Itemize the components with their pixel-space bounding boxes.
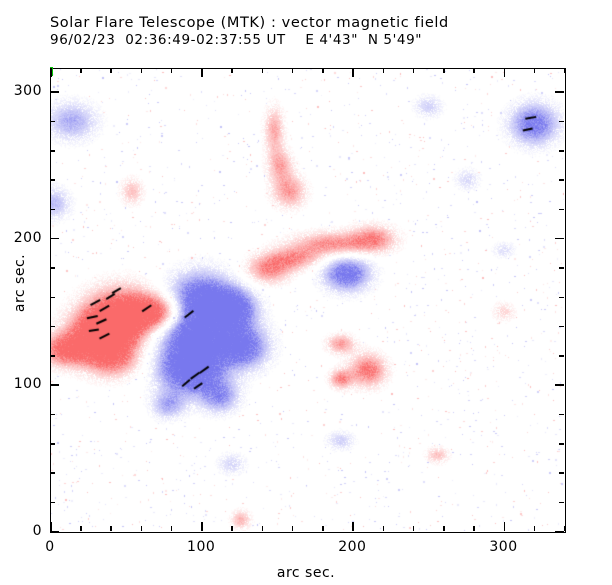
axis-tick — [559, 413, 564, 416]
axis-tick — [473, 526, 475, 531]
axis-tick — [50, 296, 55, 299]
axis-tick — [291, 68, 294, 73]
axis-tick — [559, 267, 564, 269]
x-axis-tick-label: 200 — [338, 539, 367, 555]
axis-tick — [50, 267, 55, 269]
x-axis-tick-label: 0 — [45, 539, 55, 555]
axis-tick — [50, 355, 55, 357]
axis-tick — [201, 522, 203, 531]
axis-tick — [140, 68, 143, 73]
axis-tick — [291, 526, 294, 531]
axis-tick — [110, 68, 112, 73]
axis-tick — [50, 384, 59, 386]
y-axis-tick-label: 200 — [13, 229, 42, 246]
axis-tick — [564, 68, 566, 73]
y-axis-tick-label: 100 — [13, 376, 42, 393]
axis-tick — [382, 526, 385, 531]
axis-tick — [140, 526, 143, 531]
axis-tick — [50, 237, 59, 240]
axis-tick — [50, 208, 55, 211]
y-axis-tick-label: 0 — [32, 523, 42, 539]
figure-title-block: Solar Flare Telescope (MTK) : vector mag… — [50, 14, 590, 49]
axis-tick — [201, 68, 203, 77]
axis-tick — [50, 443, 55, 445]
axis-tick — [412, 526, 415, 531]
axis-tick — [564, 526, 566, 531]
corner-marker-icon — [50, 67, 53, 76]
x-axis-label: arc sec. — [276, 565, 336, 581]
axis-tick — [559, 443, 564, 445]
axis-tick — [50, 68, 52, 77]
axis-tick — [559, 355, 564, 357]
axis-tick — [50, 150, 55, 152]
plot-area — [50, 68, 564, 531]
observation-timestamp: 96/02/23 02:36:49-02:37:55 UT E 4'43" N … — [50, 32, 423, 48]
axis-tick — [382, 68, 385, 73]
axis-tick — [261, 526, 264, 531]
axis-tick — [170, 68, 173, 73]
axis-tick — [322, 526, 324, 531]
axis-tick — [352, 68, 354, 77]
axis-tick — [559, 472, 564, 474]
y-axis-tick-label: 300 — [13, 83, 42, 100]
axis-tick — [80, 68, 82, 73]
axis-tick — [50, 531, 59, 533]
axis-tick — [559, 150, 564, 152]
axis-tick — [50, 179, 55, 181]
axis-tick — [555, 531, 564, 533]
axis-tick — [559, 179, 564, 181]
axis-tick — [503, 68, 506, 77]
axis-tick — [110, 526, 112, 531]
axis-tick — [50, 501, 55, 504]
axis-tick — [50, 91, 59, 93]
axis-tick — [555, 237, 564, 240]
axis-tick — [443, 526, 445, 531]
x-axis-tick-label: 300 — [489, 539, 518, 555]
axis-tick — [503, 522, 506, 531]
axis-tick — [555, 384, 564, 386]
axis-tick — [533, 68, 536, 73]
axis-tick — [170, 526, 173, 531]
page-title: Solar Flare Telescope (MTK) : vector mag… — [50, 15, 449, 31]
axis-tick — [50, 413, 55, 416]
axis-tick — [231, 526, 233, 531]
axis-tick — [555, 91, 564, 93]
axis-tick — [50, 472, 55, 474]
axis-tick — [559, 208, 564, 211]
axis-tick — [322, 68, 324, 73]
axis-tick — [473, 68, 475, 73]
axis-tick — [80, 526, 82, 531]
axis-tick — [50, 325, 55, 328]
axis-tick — [533, 526, 536, 531]
magnetogram-image — [50, 68, 564, 531]
x-axis-tick-label: 100 — [187, 539, 216, 555]
axis-tick — [231, 68, 233, 73]
axis-tick — [443, 68, 445, 73]
axis-tick — [412, 68, 415, 73]
axis-tick — [559, 296, 564, 299]
axis-tick — [50, 522, 52, 531]
axis-tick — [559, 325, 564, 328]
axis-tick — [50, 120, 55, 123]
axis-tick — [559, 120, 564, 123]
axis-tick — [559, 501, 564, 504]
axis-tick — [352, 522, 354, 531]
axis-tick — [261, 68, 264, 73]
y-axis-label: arc sec. — [12, 253, 28, 313]
